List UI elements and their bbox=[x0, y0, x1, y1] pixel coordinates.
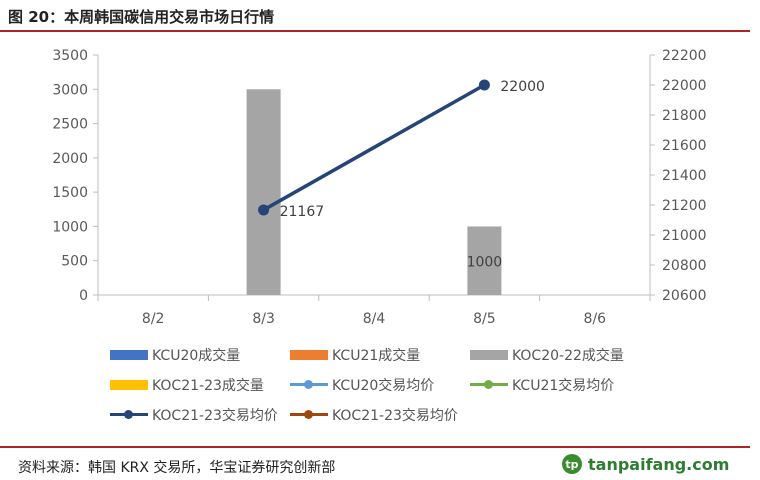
legend-label: KOC21-23交易均价 bbox=[332, 408, 458, 424]
legend-item: KOC21-23成交量 bbox=[110, 375, 264, 395]
legend-swatch bbox=[290, 350, 328, 360]
x-axis-tick-label: 8/5 bbox=[473, 311, 496, 327]
right-axis-tick-label: 20600 bbox=[662, 288, 707, 304]
legend-line-marker bbox=[290, 379, 328, 391]
legend-swatch bbox=[470, 350, 508, 360]
left-axis-tick-label: 1000 bbox=[52, 219, 88, 235]
legend-label: KCU20交易均价 bbox=[332, 378, 435, 394]
left-axis-tick-label: 2000 bbox=[52, 151, 88, 167]
legend-item: KCU20成交量 bbox=[110, 345, 240, 365]
left-axis-tick-label: 3000 bbox=[52, 82, 88, 98]
legend-label: KOC21-23成交量 bbox=[152, 378, 264, 394]
right-axis-tick-label: 21000 bbox=[662, 228, 707, 244]
legend-line-marker bbox=[290, 409, 328, 421]
x-axis-tick-label: 8/4 bbox=[363, 311, 386, 327]
line-data-label: 22000 bbox=[500, 79, 545, 95]
left-axis-tick-label: 2500 bbox=[52, 117, 88, 133]
right-axis-tick-label: 22000 bbox=[662, 78, 707, 94]
figure-title: 图 20：本周韩国碳信用交易市场日行情 bbox=[8, 8, 275, 26]
left-axis-tick-label: 500 bbox=[61, 254, 88, 270]
right-axis-tick-label: 20800 bbox=[662, 258, 707, 274]
legend-item: KCU20交易均价 bbox=[290, 375, 434, 395]
right-axis-tick-label: 21200 bbox=[662, 198, 707, 214]
legend-label: KCU21成交量 bbox=[332, 348, 421, 364]
legend-label: KOC21-23交易均价 bbox=[152, 408, 278, 424]
right-axis-tick-label: 21600 bbox=[662, 138, 707, 154]
legend-item: KOC21-23交易均价 bbox=[290, 405, 458, 425]
footer: 资料来源：韩国 KRX 交易所，华宝证券研究创新部 tp tanpaifang.… bbox=[0, 446, 750, 480]
left-axis-tick-label: 1500 bbox=[52, 185, 88, 201]
legend-swatch bbox=[110, 380, 148, 390]
legend-item: KOC20-22成交量 bbox=[470, 345, 624, 365]
legend-label: KOC20-22成交量 bbox=[512, 348, 624, 364]
legend-line-marker bbox=[110, 409, 148, 421]
series-line bbox=[262, 83, 486, 212]
chart: 0 500 1000 1500 2000 2500 3000 3500 20600 20800 21… bbox=[52, 48, 707, 327]
bar-data-label: 1000 bbox=[467, 254, 503, 270]
bar bbox=[467, 226, 502, 295]
leaf-logo-icon: tp bbox=[562, 454, 582, 474]
left-axis-tick-label: 3500 bbox=[52, 48, 88, 64]
x-axis-tick-label: 8/2 bbox=[142, 311, 165, 327]
legend-label: KCU20成交量 bbox=[152, 348, 241, 364]
source-note: 资料来源：韩国 KRX 交易所，华宝证券研究创新部 bbox=[18, 460, 336, 476]
legend-item: KCU21交易均价 bbox=[470, 375, 614, 395]
legend-item: KCU21成交量 bbox=[290, 345, 420, 365]
legend-swatch bbox=[110, 350, 148, 360]
x-axis-tick-label: 8/3 bbox=[252, 311, 275, 327]
line-point bbox=[478, 79, 490, 91]
watermark-text: tanpaifang.com bbox=[588, 454, 730, 474]
right-axis-tick-label: 21400 bbox=[662, 168, 707, 184]
line-point bbox=[258, 204, 270, 216]
line-data-label: 21167 bbox=[280, 204, 325, 220]
legend-item: KOC21-23交易均价 bbox=[110, 405, 278, 425]
title-bar: 图 20：本周韩国碳信用交易市场日行情 bbox=[0, 0, 750, 32]
right-axis-tick-label: 22200 bbox=[662, 48, 707, 64]
watermark: tp tanpaifang.com bbox=[562, 454, 729, 474]
right-axis-tick-label: 21800 bbox=[662, 108, 707, 124]
x-axis-tick-label: 8/6 bbox=[584, 311, 607, 327]
legend-line-marker bbox=[470, 379, 508, 391]
legend-label: KCU21交易均价 bbox=[512, 378, 615, 394]
left-axis-tick-label: 0 bbox=[79, 288, 88, 304]
bar bbox=[246, 89, 281, 296]
